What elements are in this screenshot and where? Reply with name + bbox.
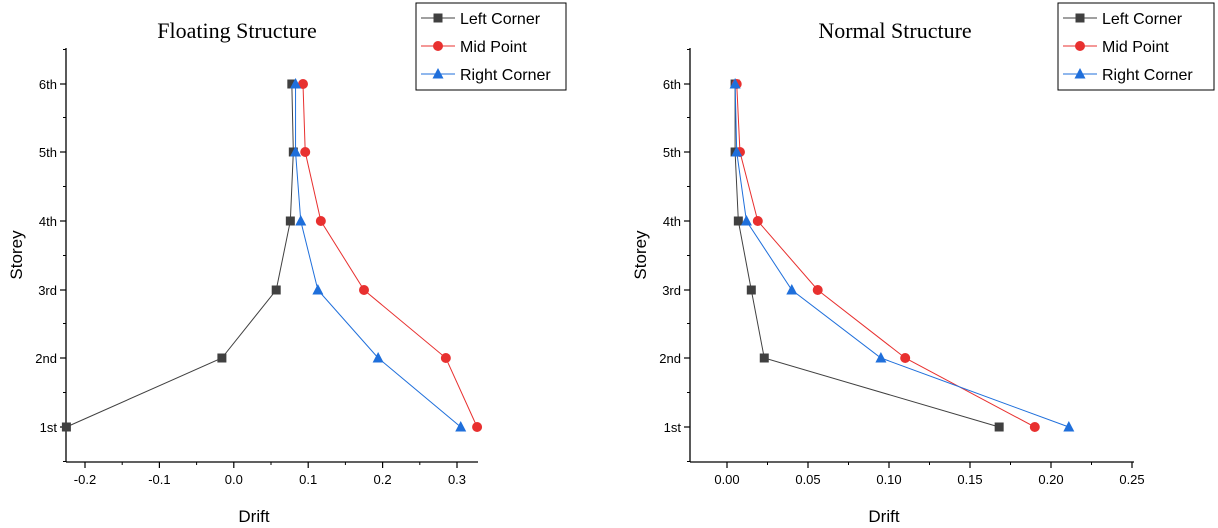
x-tick-label: 0.25 xyxy=(1119,472,1144,487)
data-point xyxy=(733,216,743,226)
data-point xyxy=(994,422,1004,432)
legend-label: Left Corner xyxy=(460,11,541,28)
y-tick-label: 3rd xyxy=(38,283,57,298)
series-line xyxy=(295,84,462,428)
x-tick-label: 0.15 xyxy=(957,472,982,487)
legend-marker xyxy=(432,68,444,79)
y-tick-label: 6th xyxy=(663,77,681,92)
floating-structure-chart: Floating Structure 1st 2nd 3rd 4th 5th 6th -0.2… xyxy=(7,2,567,526)
chart-title: Floating Structure xyxy=(157,18,316,43)
legend-entry: Mid Point xyxy=(421,39,527,56)
y-tick-label: 6th xyxy=(39,77,57,92)
x-tick-label: -0.1 xyxy=(148,472,170,487)
data-point xyxy=(812,285,823,295)
data-point xyxy=(472,422,483,432)
legend-entry: Right Corner xyxy=(421,67,551,84)
data-point xyxy=(900,353,911,363)
legend-entry: Left Corner xyxy=(1063,11,1183,28)
data-point xyxy=(285,216,295,226)
x-tick-label: 0.10 xyxy=(876,472,901,487)
data-point xyxy=(752,216,763,226)
legend-marker xyxy=(433,13,443,23)
data-point xyxy=(300,147,311,157)
data-point xyxy=(217,353,227,363)
legend-entry: Right Corner xyxy=(1063,67,1193,84)
data-point xyxy=(61,422,71,432)
legend-label: Right Corner xyxy=(460,67,551,84)
legend-label: Right Corner xyxy=(1102,67,1193,84)
x-tick-label: -0.2 xyxy=(74,472,96,487)
data-point xyxy=(1029,422,1040,432)
x-tick-label: 0.3 xyxy=(448,472,466,487)
x-tick-label: 0.1 xyxy=(299,472,317,487)
data-point xyxy=(759,353,769,363)
legend-marker xyxy=(433,41,443,51)
y-tick-label: 4th xyxy=(663,214,681,229)
legend-label: Mid Point xyxy=(1102,39,1169,56)
y-tick-label: 3rd xyxy=(662,283,681,298)
series-circle-group xyxy=(297,79,483,432)
series-line xyxy=(734,84,1000,428)
legend: Left Corner Mid Point Right Corner xyxy=(415,2,567,91)
legend: Left Corner Mid Point Right Corner xyxy=(1057,2,1215,91)
x-tick-label: 0.00 xyxy=(714,472,739,487)
data-point xyxy=(440,353,451,363)
legend-label: Left Corner xyxy=(1102,11,1183,28)
series-line xyxy=(302,83,478,428)
data-point xyxy=(740,215,752,226)
legend-label: Mid Point xyxy=(460,39,527,56)
data-point xyxy=(287,79,297,89)
data-point xyxy=(455,421,467,432)
legend-marker xyxy=(1075,41,1085,51)
y-axis-label: Storey xyxy=(7,230,26,280)
data-point xyxy=(729,78,741,89)
x-tick-label: 0.20 xyxy=(1038,472,1063,487)
data-point xyxy=(297,79,308,89)
x-tick-label: 0.05 xyxy=(795,472,820,487)
data-point xyxy=(359,285,369,295)
normal-structure-chart: Normal Structure 1st 2nd 3rd 4th 5th 6th 0.00 0.… xyxy=(631,2,1215,526)
y-tick-label: 1st xyxy=(40,420,58,435)
data-point xyxy=(875,352,887,363)
series-triangle-group xyxy=(290,78,467,432)
y-tick-label: 5th xyxy=(39,145,57,160)
legend-marker xyxy=(1075,13,1085,23)
data-point xyxy=(271,285,281,295)
series-circle-group xyxy=(731,79,1040,432)
legend-entry: Mid Point xyxy=(1063,39,1169,56)
data-point xyxy=(1063,421,1075,432)
data-point xyxy=(295,215,307,226)
data-point xyxy=(315,216,326,226)
data-point xyxy=(290,78,302,89)
series-line xyxy=(66,83,294,428)
series-square-group xyxy=(61,79,298,432)
series-line xyxy=(734,83,1069,428)
y-tick-label: 2nd xyxy=(35,351,57,366)
x-tick-label: 0.0 xyxy=(225,472,243,487)
y-tick-label: 5th xyxy=(663,145,681,160)
legend-marker xyxy=(1074,68,1086,79)
data-point xyxy=(290,146,302,157)
data-point xyxy=(372,352,384,363)
legend-entry: Left Corner xyxy=(421,11,541,28)
x-axis-label: Drift xyxy=(868,507,899,526)
series-line xyxy=(736,83,1036,428)
data-point xyxy=(312,284,324,295)
x-tick-label: 0.2 xyxy=(374,472,392,487)
x-axis-label: Drift xyxy=(238,507,269,526)
y-tick-label: 1st xyxy=(664,420,682,435)
data-point xyxy=(786,284,798,295)
data-point xyxy=(746,285,756,295)
y-tick-label: 2nd xyxy=(659,351,681,366)
data-point xyxy=(731,146,743,157)
y-tick-label: 4th xyxy=(39,214,57,229)
y-axis-label: Storey xyxy=(631,230,650,280)
series-square-group xyxy=(730,79,1004,432)
series-triangle-group xyxy=(729,78,1075,432)
chart-title: Normal Structure xyxy=(818,18,971,43)
